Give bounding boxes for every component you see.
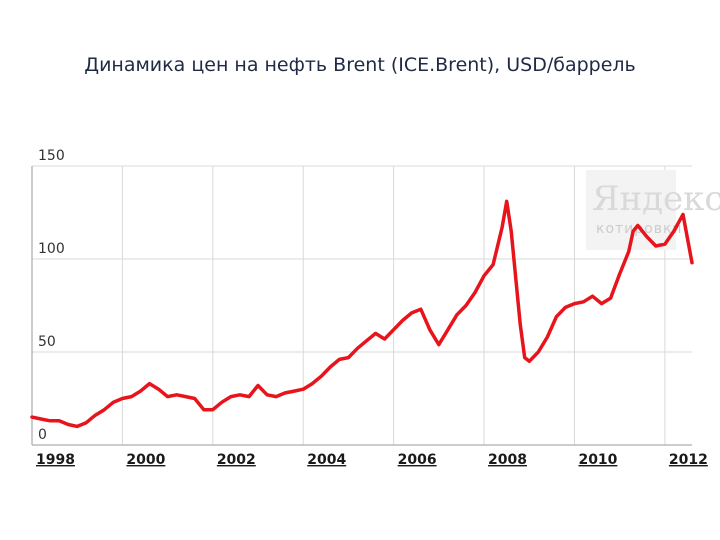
x-tick-label: 2008	[488, 452, 527, 468]
y-tick-label: 100	[38, 241, 65, 257]
yandex-watermark: Яндекс котировки	[586, 170, 720, 250]
axes	[31, 166, 692, 446]
watermark-logo: Яндекс	[592, 179, 720, 219]
x-tick-label: 2010	[578, 452, 617, 468]
series-group	[30, 199, 694, 429]
x-tick-label: 1998	[36, 452, 75, 468]
x-tick-label: 2004	[307, 452, 346, 468]
y-tick-label: 150	[38, 148, 65, 164]
y-tick-labels: 0 50 100 150	[38, 148, 65, 443]
y-tick-label: 50	[38, 334, 56, 350]
chart-title: Динамика цен на нефть Brent (ICE.Brent),…	[84, 54, 636, 76]
x-tick-label: 2012	[669, 452, 708, 468]
y-tick-label: 0	[38, 427, 47, 443]
price-line	[30, 199, 694, 429]
x-tick-label: 2006	[398, 452, 437, 468]
x-tick-label: 2000	[126, 452, 165, 468]
x-tick-labels: 1998 2000 2002 2004 2006 2008 2010 2012	[36, 452, 708, 468]
x-tick-label: 2002	[217, 452, 256, 468]
